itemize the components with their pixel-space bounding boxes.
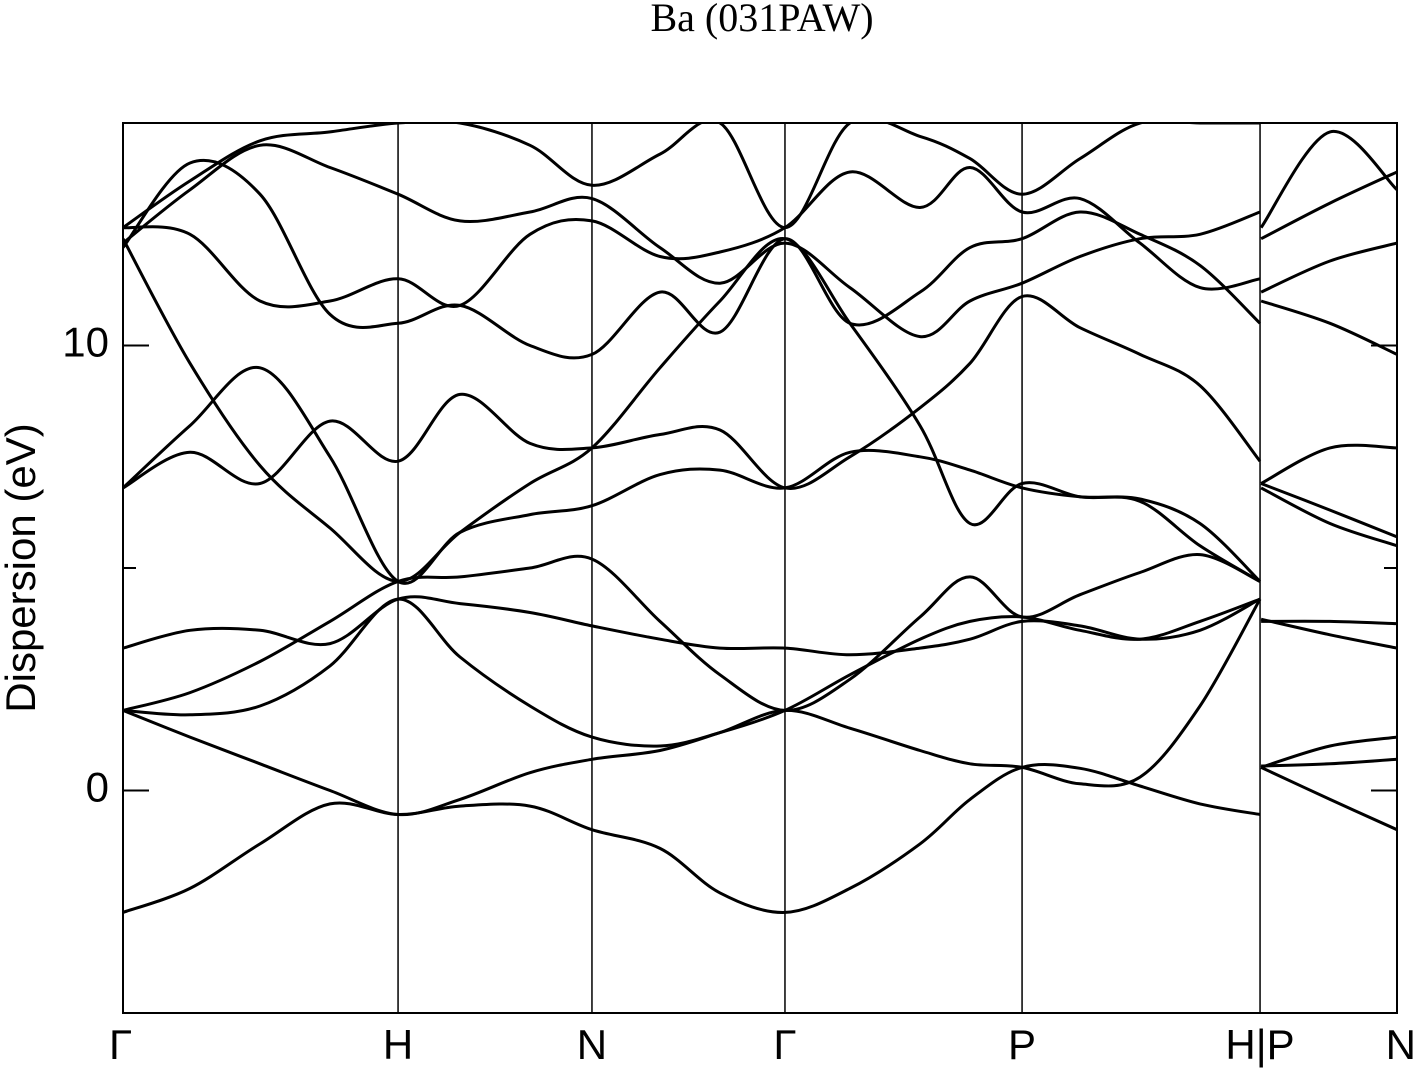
band-line <box>123 553 1397 712</box>
band-line <box>123 595 1397 657</box>
chart-title: Ba (031PAW) <box>650 0 873 40</box>
y-tick-label: 0 <box>86 764 109 811</box>
y-tick-label: 10 <box>62 319 109 366</box>
x-tick-label: P <box>1008 1021 1036 1068</box>
bands <box>123 123 1397 914</box>
band-line <box>123 165 1397 309</box>
x-tick-label: N <box>577 1021 607 1068</box>
band-line <box>123 123 1397 230</box>
x-tick-label: H|P <box>1225 1021 1294 1068</box>
y-axis-label: Dispersion (eV) <box>0 423 44 712</box>
band-line <box>123 597 1397 769</box>
x-tick-label: H <box>383 1021 413 1068</box>
x-tick-label: N <box>1386 1021 1416 1068</box>
band-line <box>123 763 1397 914</box>
band-line <box>123 158 1397 360</box>
x-tick-label: Γ <box>773 1021 796 1068</box>
band-line <box>123 143 1397 339</box>
x-tick-label: Γ <box>109 1021 132 1068</box>
band-line <box>123 237 1397 583</box>
band-line <box>123 294 1397 490</box>
